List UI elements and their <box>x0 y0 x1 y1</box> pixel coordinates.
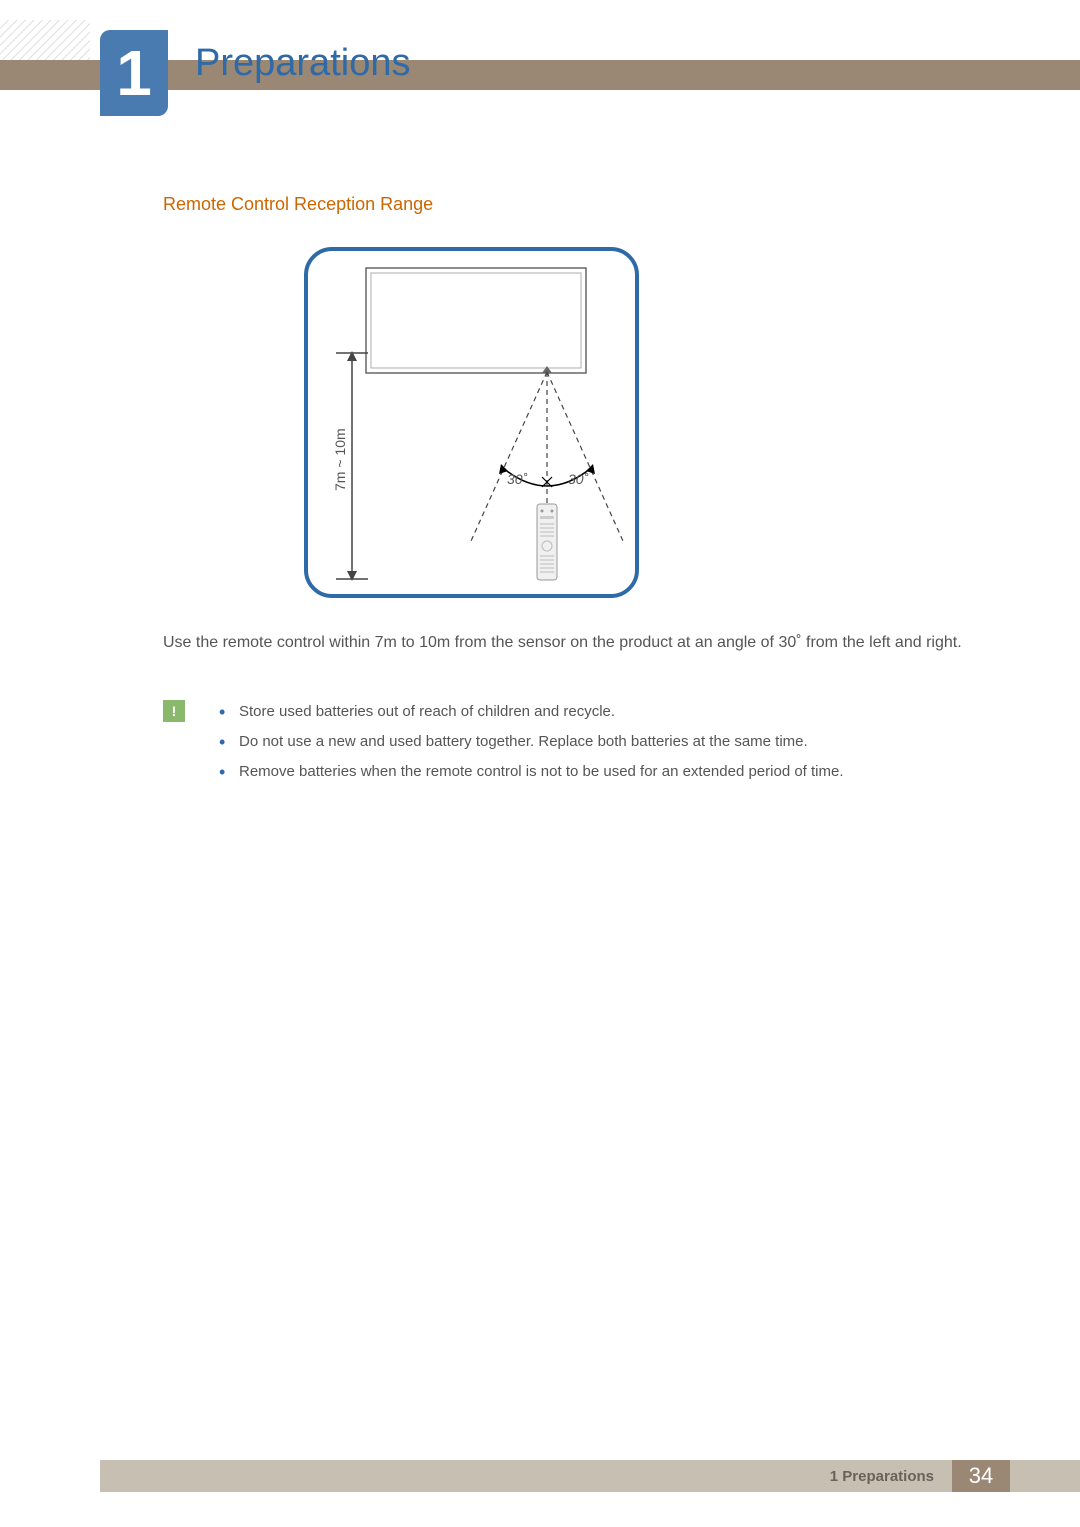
note-block: ! Store used batteries out of reach of c… <box>163 698 1000 788</box>
left-dash-line <box>471 372 547 541</box>
diagram-frame <box>306 249 637 596</box>
right-dash-line <box>547 372 623 541</box>
list-item: Store used batteries out of reach of chi… <box>213 698 844 726</box>
remote-control-icon <box>537 504 557 580</box>
footer-bar: 1 Preparations 34 <box>100 1460 1080 1492</box>
distance-label: 7m ~ 10m <box>332 428 348 491</box>
caution-icon: ! <box>163 700 185 722</box>
angle-left-label: 30˚ <box>507 471 528 487</box>
note-list: Store used batteries out of reach of chi… <box>213 698 844 788</box>
screen-inner <box>371 273 581 368</box>
section-heading: Remote Control Reception Range <box>163 194 433 215</box>
chapter-tab: 1 <box>100 30 168 116</box>
chapter-number: 1 <box>116 36 152 110</box>
page-number: 34 <box>952 1460 1010 1492</box>
chapter-title: Preparations <box>195 42 410 85</box>
footer-label: 1 Preparations <box>830 1468 934 1485</box>
list-item: Do not use a new and used battery togeth… <box>213 728 844 756</box>
reception-range-diagram: 7m ~ 10m 30˚ 30˚ <box>303 246 640 599</box>
list-item: Remove batteries when the remote control… <box>213 758 844 786</box>
angle-right-label: 30˚ <box>568 471 589 487</box>
body-paragraph: Use the remote control within 7m to 10m … <box>163 628 1000 658</box>
sensor-indicator <box>542 366 552 373</box>
screen-outline <box>366 268 586 373</box>
